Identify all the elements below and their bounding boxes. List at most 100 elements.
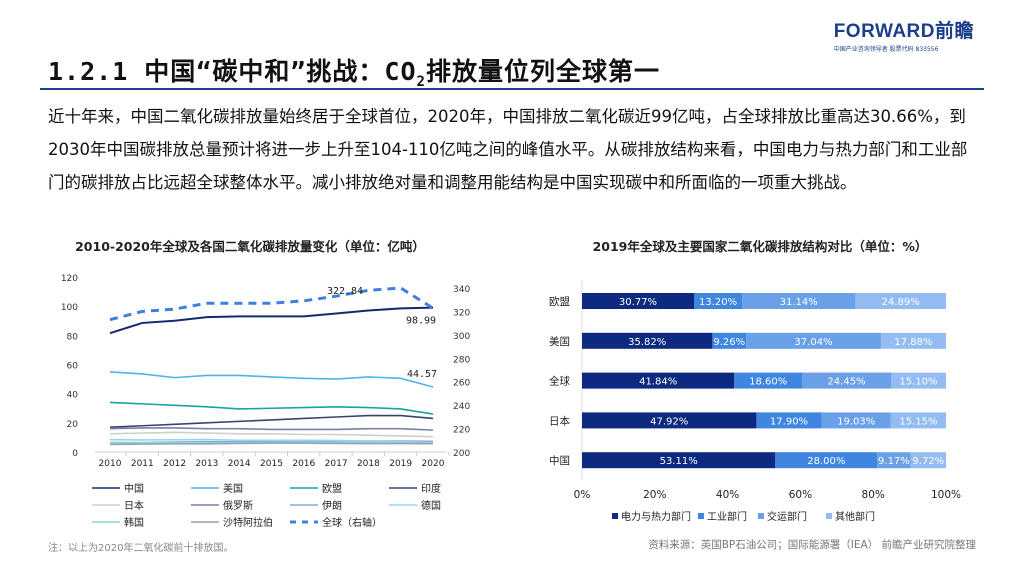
y2-tick-label: 240 bbox=[453, 402, 470, 412]
bar-value-label: 19.03% bbox=[837, 416, 875, 427]
bar-segment bbox=[890, 412, 946, 429]
bar-value-label: 31.14% bbox=[780, 297, 818, 308]
legend-label: 俄罗斯 bbox=[223, 499, 253, 512]
y-tick-label: 40 bbox=[67, 391, 79, 401]
legend-swatch bbox=[612, 513, 618, 519]
x-tick-label: 2016 bbox=[292, 459, 315, 469]
x-tick-label: 2015 bbox=[260, 459, 283, 469]
bar-segment bbox=[582, 332, 713, 349]
x-tick-label: 80% bbox=[862, 489, 885, 501]
y-tick-label: 100 bbox=[61, 303, 78, 313]
bar-segment bbox=[880, 332, 946, 349]
legend-label: 印度 bbox=[421, 482, 441, 495]
bar-value-label: 30.77% bbox=[619, 297, 657, 308]
logo: FORWARD前瞻 中国产业咨询领导者 股票代码 833556 bbox=[834, 16, 974, 53]
legend-label: 电力与热力部门 bbox=[621, 510, 691, 523]
category-label: 全球 bbox=[549, 375, 570, 388]
y2-tick-label: 220 bbox=[453, 426, 470, 436]
bar-segment bbox=[890, 372, 946, 389]
bar-segment bbox=[742, 293, 856, 309]
bar-segment bbox=[802, 372, 891, 389]
x-tick-label: 2012 bbox=[163, 459, 186, 469]
legend-label: 日本 bbox=[124, 499, 144, 512]
y-tick-label: 120 bbox=[61, 274, 78, 284]
bar-segment bbox=[582, 412, 757, 429]
y-tick-label: 60 bbox=[67, 362, 79, 372]
bar-value-label: 24.89% bbox=[882, 297, 920, 308]
bar-value-label: 17.90% bbox=[770, 416, 808, 427]
bar-segment bbox=[694, 293, 743, 309]
y2-tick-label: 300 bbox=[453, 332, 470, 342]
source-note: 资料来源：英国BP石油公司；国际能源署（IEA） 前瞻产业研究院整理 bbox=[648, 539, 976, 551]
series-line-俄罗斯 bbox=[109, 427, 434, 431]
legend-label: 全球（右轴） bbox=[322, 516, 382, 529]
bar-segment bbox=[582, 452, 776, 469]
x-tick-label: 2014 bbox=[228, 459, 251, 469]
bar-chart-title: 2019年全球及主要国家二氧化碳排放结构对比（单位：%） bbox=[592, 239, 928, 254]
logo-tagline: 中国产业咨询领导者 股票代码 833556 bbox=[833, 46, 939, 53]
series-line-欧盟 bbox=[109, 401, 434, 415]
category-label: 日本 bbox=[549, 414, 570, 427]
legend-swatch bbox=[826, 513, 832, 519]
legend-label: 工业部门 bbox=[707, 510, 747, 523]
bar-value-label: 9.72% bbox=[912, 456, 944, 467]
legend-label: 欧盟 bbox=[322, 483, 342, 495]
x-tick-label: 100% bbox=[931, 489, 961, 501]
series-line-德国 bbox=[109, 438, 434, 444]
series-line-美国 bbox=[109, 370, 434, 388]
legend-label: 交运部门 bbox=[767, 510, 807, 523]
x-tick-label: 2017 bbox=[325, 459, 348, 469]
y2-tick-label: 200 bbox=[453, 449, 470, 459]
bar-segment bbox=[855, 293, 946, 309]
bar-value-label: 37.04% bbox=[794, 337, 832, 348]
logo-brand: FORWARD前瞻 bbox=[833, 21, 974, 42]
bar-value-label: 15.15% bbox=[899, 416, 937, 427]
footnote: 注：以上为2020年二氧化碳前十排放国。 bbox=[48, 543, 234, 554]
bar-value-label: 15.10% bbox=[899, 377, 937, 388]
bar-segment bbox=[746, 332, 881, 349]
bar-segment bbox=[712, 332, 747, 349]
legend-label: 韩国 bbox=[124, 516, 144, 529]
page-title: 1.2.1 中国“碳中和”挑战：CO2排放量位列全球第一 bbox=[48, 52, 660, 90]
category-label: 欧盟 bbox=[549, 296, 570, 308]
x-tick-label: 2018 bbox=[357, 459, 380, 469]
bar-value-label: 41.84% bbox=[639, 377, 677, 388]
bar-segment bbox=[582, 293, 695, 309]
x-tick-label: 40% bbox=[716, 489, 739, 501]
bar-segment bbox=[821, 412, 891, 429]
series-line-印度 bbox=[109, 414, 434, 429]
series-line-日本 bbox=[109, 431, 434, 438]
y-tick-label: 0 bbox=[72, 449, 78, 459]
x-tick-label: 2013 bbox=[195, 459, 218, 469]
bar-segment bbox=[877, 452, 911, 469]
category-label: 中国 bbox=[549, 454, 570, 467]
series-line-沙特阿拉伯 bbox=[109, 442, 434, 446]
category-label: 美国 bbox=[549, 335, 570, 348]
x-tick-label: 2010 bbox=[99, 459, 122, 469]
data-label: 322.84 bbox=[327, 286, 363, 297]
legend-label: 德国 bbox=[421, 499, 441, 512]
series-line-中国 bbox=[109, 306, 434, 335]
x-tick-label: 2019 bbox=[389, 459, 412, 469]
x-tick-label: 60% bbox=[789, 489, 812, 501]
data-label: 44.57 bbox=[407, 369, 437, 380]
bar-value-label: 18.60% bbox=[749, 377, 787, 388]
y2-tick-label: 260 bbox=[453, 379, 470, 389]
bar-value-label: 53.11% bbox=[660, 456, 698, 467]
y-tick-label: 20 bbox=[67, 420, 79, 430]
body-paragraph: 近十年来，中国二氧化碳排放量始终居于全球首位，2020年，中国排放二氧化碳近99… bbox=[48, 107, 968, 192]
legend-label: 沙特阿拉伯 bbox=[223, 516, 273, 529]
bar-value-label: 9.26% bbox=[713, 337, 745, 348]
x-tick-label: 2011 bbox=[131, 459, 154, 469]
x-tick-label: 20% bbox=[643, 489, 666, 501]
y2-tick-label: 340 bbox=[453, 285, 470, 295]
series-line-全球（右轴） bbox=[109, 286, 434, 322]
bar-value-label: 9.17% bbox=[878, 456, 910, 467]
bar-segment bbox=[734, 372, 803, 389]
legend-label: 伊朗 bbox=[322, 500, 342, 512]
bar-value-label: 47.92% bbox=[650, 416, 688, 427]
title-suffix: 排放量位列全球第一 bbox=[425, 57, 660, 86]
legend-swatch bbox=[758, 513, 764, 519]
bar-segment bbox=[756, 412, 822, 429]
